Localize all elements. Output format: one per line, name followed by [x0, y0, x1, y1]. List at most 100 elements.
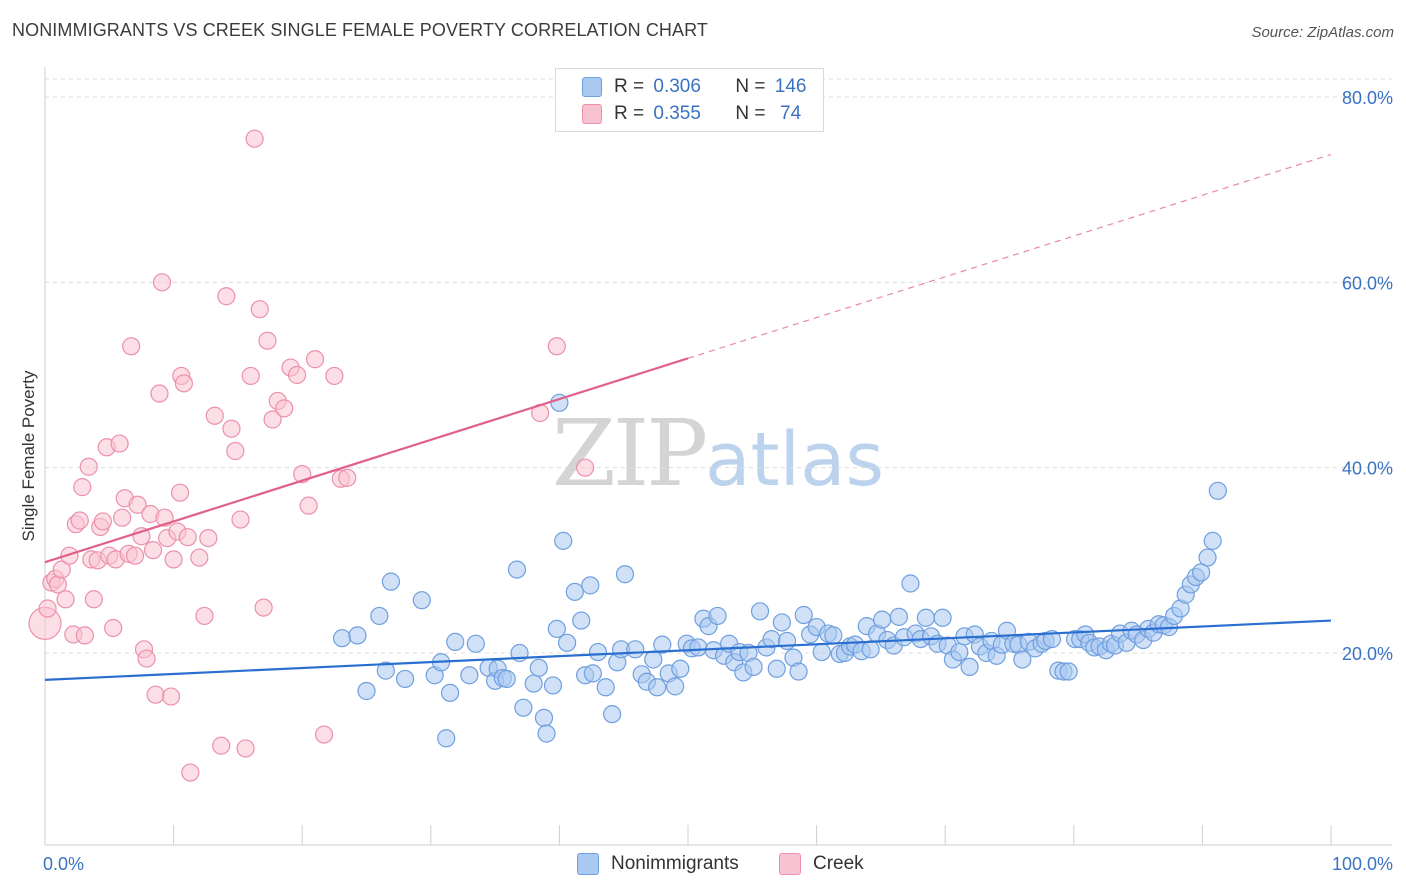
- trendline-creek: [44, 357, 689, 564]
- point-creek: [56, 590, 75, 609]
- legend-n-value: 74: [774, 103, 802, 124]
- point-creek: [161, 687, 181, 706]
- point-creek: [181, 763, 200, 782]
- point-creek: [199, 528, 218, 548]
- point-creek: [314, 725, 334, 744]
- point-creek: [263, 410, 282, 429]
- point-nonimmigrants: [497, 669, 516, 689]
- point-nonimmigrants: [348, 626, 367, 645]
- point-creek: [236, 739, 255, 758]
- point-nonimmigrants: [572, 611, 591, 630]
- point-nonimmigrants: [565, 582, 584, 601]
- point-nonimmigrants: [626, 640, 645, 659]
- point-nonimmigrants: [412, 591, 431, 610]
- point-nonimmigrants: [588, 642, 608, 662]
- watermark-atlas: atlas: [705, 417, 884, 503]
- point-creek: [226, 441, 245, 461]
- point-creek: [110, 434, 129, 453]
- point-nonimmigrants: [357, 681, 376, 701]
- legend-n-value: 146: [774, 76, 807, 97]
- point-creek: [325, 366, 344, 386]
- y-tick-label: 80.0%: [1342, 88, 1393, 108]
- correlation-legend: R = 0.306 N = 146 R = 0.355 N = 74: [555, 68, 824, 132]
- point-nonimmigrants: [581, 576, 600, 595]
- point-nonimmigrants: [603, 705, 622, 724]
- legend-row-creek: R = 0.355 N = 74: [582, 102, 801, 126]
- point-nonimmigrants: [1042, 629, 1062, 649]
- point-creek: [205, 406, 224, 425]
- point-creek: [305, 350, 325, 369]
- point-creek: [122, 337, 141, 356]
- point-nonimmigrants: [889, 607, 909, 626]
- bottom-legend-creek: Creek: [779, 852, 864, 876]
- point-creek: [212, 736, 231, 755]
- zipatlas-watermark: ZIPatlas: [552, 400, 884, 507]
- point-creek: [190, 548, 209, 567]
- point-nonimmigrants: [537, 724, 556, 743]
- point-nonimmigrants: [543, 676, 563, 695]
- y-tick-label: 60.0%: [1342, 273, 1393, 293]
- point-nonimmigrants: [794, 605, 813, 625]
- legend-r-label: R =: [614, 76, 650, 97]
- point-nonimmigrants: [750, 602, 770, 621]
- point-creek: [195, 606, 214, 626]
- point-creek: [75, 626, 94, 645]
- y-axis-label: Single Female Poverty: [19, 370, 38, 542]
- point-creek: [84, 590, 103, 609]
- point-nonimmigrants: [1013, 650, 1032, 669]
- point-creek: [128, 495, 147, 514]
- point-creek: [245, 129, 264, 148]
- point-creek: [152, 273, 172, 292]
- point-nonimmigrants: [1203, 531, 1222, 550]
- point-creek: [254, 598, 273, 617]
- point-creek: [60, 546, 79, 565]
- x-tick-label-min: 0.0%: [43, 854, 84, 874]
- point-nonimmigrants: [648, 678, 667, 697]
- x-tick-label-max: 100.0%: [1332, 854, 1393, 874]
- point-nonimmigrants: [933, 608, 952, 627]
- point-nonimmigrants: [901, 574, 920, 593]
- point-creek: [178, 528, 197, 547]
- legend-swatch-creek: [582, 104, 602, 124]
- point-nonimmigrants: [861, 640, 880, 659]
- point-creek: [222, 419, 241, 438]
- legend-r-label: R =: [614, 103, 650, 124]
- legend-n-label: N =: [735, 103, 771, 124]
- point-nonimmigrants: [873, 610, 892, 629]
- point-nonimmigrants: [466, 634, 485, 653]
- y-tick-label: 20.0%: [1342, 644, 1393, 664]
- point-nonimmigrants: [370, 606, 389, 626]
- point-nonimmigrants: [558, 633, 577, 652]
- chart-title: NONIMMIGRANTS VS CREEK SINGLE FEMALE POV…: [12, 20, 708, 40]
- point-nonimmigrants: [671, 659, 690, 678]
- point-creek: [547, 337, 566, 356]
- point-creek: [258, 331, 277, 350]
- point-nonimmigrants: [1198, 548, 1217, 567]
- point-creek: [338, 468, 357, 487]
- point-nonimmigrants: [812, 642, 831, 662]
- point-creek: [170, 483, 190, 502]
- trendline-nonimmigrants: [44, 619, 1332, 681]
- point-nonimmigrants: [596, 678, 615, 697]
- point-creek: [231, 510, 250, 529]
- bottom-legend-label: Nonimmigrants: [611, 853, 739, 874]
- point-nonimmigrants: [824, 626, 843, 645]
- point-nonimmigrants: [534, 708, 554, 727]
- point-nonimmigrants: [460, 666, 479, 685]
- point-nonimmigrants: [395, 669, 415, 689]
- point-creek: [52, 560, 71, 579]
- point-nonimmigrants: [507, 560, 527, 579]
- point-nonimmigrants: [376, 661, 395, 680]
- point-creek: [79, 457, 98, 476]
- legend-n-label: N =: [735, 76, 771, 97]
- point-nonimmigrants: [653, 635, 672, 654]
- bottom-legend-label: Creek: [813, 853, 864, 874]
- point-nonimmigrants: [1059, 662, 1078, 681]
- point-nonimmigrants: [554, 531, 573, 550]
- point-nonimmigrants: [950, 642, 969, 662]
- point-creek: [93, 512, 112, 531]
- point-nonimmigrants: [916, 608, 936, 627]
- bottom-legend-swatch-nonimmigrants: [577, 853, 599, 875]
- point-nonimmigrants: [1208, 481, 1227, 500]
